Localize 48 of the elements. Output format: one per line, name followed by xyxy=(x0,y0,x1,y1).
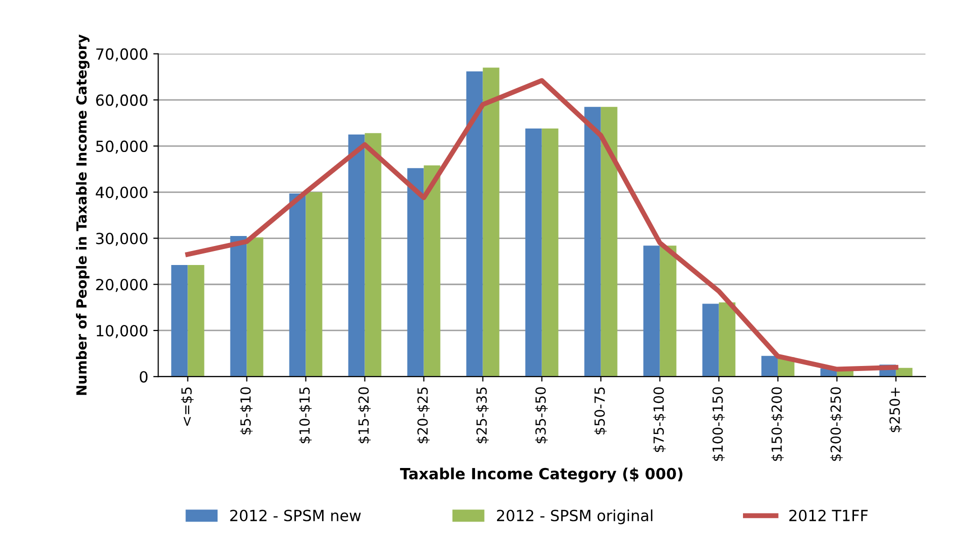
y-tick-label: 70,000 xyxy=(96,48,148,62)
bar xyxy=(600,106,618,377)
legend-label: 2012 T1FF xyxy=(789,510,868,522)
y-tick-label: 20,000 xyxy=(96,278,148,292)
y-axis-title: Number of People in Taxable Income Category xyxy=(76,34,90,395)
bar xyxy=(482,68,500,377)
x-tick-label: $10-$15 xyxy=(299,388,312,444)
x-tick-label: $20-$25 xyxy=(417,388,430,444)
bar xyxy=(525,128,542,377)
bar xyxy=(702,304,719,377)
bar xyxy=(643,246,660,377)
x-tick-label: <=$5 xyxy=(181,388,194,426)
bar xyxy=(660,246,676,377)
x-tick-label: $15-$20 xyxy=(358,387,371,444)
bar xyxy=(348,134,365,377)
x-tick-label: $35-$50 xyxy=(535,387,548,444)
x-tick-label: $25-$35 xyxy=(476,388,489,444)
bar xyxy=(289,194,306,377)
x-tick-label: $5-$10 xyxy=(240,387,253,434)
y-tick-label: 40,000 xyxy=(96,186,148,200)
y-tick-label: 10,000 xyxy=(96,324,148,338)
bar xyxy=(466,71,483,377)
bar xyxy=(407,168,424,377)
y-tick-label: 0 xyxy=(140,371,148,383)
line-series xyxy=(185,78,898,372)
x-tick-label: $100-$150 xyxy=(712,387,725,461)
bar xyxy=(718,302,736,377)
x-tick-label: $200-$250 xyxy=(830,387,843,461)
bar xyxy=(171,265,188,377)
bar xyxy=(364,133,382,377)
bar xyxy=(424,165,440,377)
y-tick-label: 60,000 xyxy=(96,94,148,108)
x-tick-label: $150-$200 xyxy=(771,387,784,461)
y-tick-label: 50,000 xyxy=(96,140,148,154)
bar xyxy=(542,128,558,377)
bar xyxy=(246,237,264,377)
bar xyxy=(306,192,322,377)
bar xyxy=(230,236,247,377)
x-tick-label: $50-75 xyxy=(594,388,607,434)
x-tick-label: $250+ xyxy=(889,388,902,432)
legend-label: 2012 - SPSM original xyxy=(497,509,652,524)
bar xyxy=(188,265,204,377)
bar xyxy=(761,356,778,377)
bar xyxy=(584,106,601,377)
x-tick-label: $75-$100 xyxy=(653,387,666,452)
y-tick-label: 30,000 xyxy=(96,232,148,246)
legend-label: 2012 - SPSM new xyxy=(230,510,361,522)
x-axis-title: Taxable Income Category ($ 000) xyxy=(400,468,682,482)
